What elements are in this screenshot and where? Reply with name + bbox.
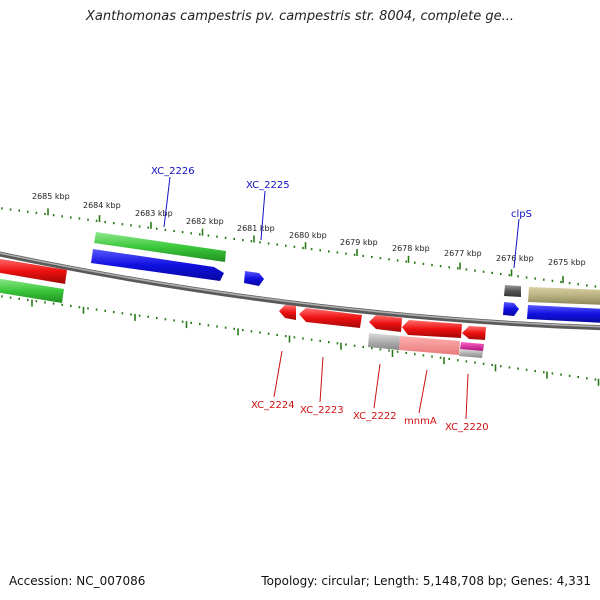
gene-label-xc2220[interactable]: XC_2220	[445, 422, 489, 433]
reverse-gene-left[interactable]	[0, 278, 64, 303]
gene-label-xc2226[interactable]: XC_2226	[151, 166, 195, 177]
outer-scale-ring	[1, 207, 597, 288]
gene-label-xc2225[interactable]: XC_2225	[246, 180, 290, 191]
leader-xc2225	[260, 190, 266, 241]
reverse-cds-mnma[interactable]	[402, 320, 462, 338]
genome-summary-text: Topology: circular; Length: 5,148,708 bp…	[261, 574, 591, 588]
forward-gene-xc2226[interactable]	[94, 232, 226, 262]
forward-gene-clps[interactable]	[504, 285, 521, 297]
scale-label: 2683 kbp	[135, 209, 173, 218]
reverse-cds-xc2222[interactable]	[369, 315, 402, 332]
leader-xc2223	[319, 356, 324, 403]
map-title: Xanthomonas campestris pv. campestris st…	[86, 9, 514, 24]
reverse-cds-left[interactable]	[0, 258, 67, 284]
gene-label-xc2222[interactable]: XC_2222	[353, 411, 397, 422]
reverse-cds-xc2220[interactable]	[462, 326, 486, 340]
scale-label: 2682 kbp	[186, 217, 224, 226]
reverse-gene-mnma-tail[interactable]	[459, 349, 483, 358]
reverse-cds-xc2223[interactable]	[299, 308, 362, 328]
scale-label: 2679 kbp	[340, 238, 378, 247]
inner-scale-ring	[1, 295, 600, 386]
leader-xc2224	[273, 350, 283, 398]
forward-cds-xc2226[interactable]	[91, 249, 224, 281]
scale-label: 2677 kbp	[444, 249, 482, 258]
backbone-arc	[0, 251, 600, 331]
gene-label-clps[interactable]: clpS	[511, 209, 532, 220]
gene-label-mnma[interactable]: mnmA	[404, 416, 437, 427]
gene-label-xc2223[interactable]: XC_2223	[300, 405, 344, 416]
gene-label-xc2224[interactable]: XC_2224	[251, 400, 295, 411]
scale-label: 2680 kbp	[289, 231, 327, 240]
reverse-gene-xc2220[interactable]	[460, 342, 484, 351]
forward-cds-clps[interactable]	[503, 302, 519, 316]
leader-xc2220	[465, 373, 469, 420]
leader-xc2226	[163, 176, 171, 228]
scale-label: 2681 kbp	[237, 224, 275, 233]
forward-gene-olive[interactable]	[528, 287, 600, 305]
scale-label: 2684 kbp	[83, 201, 121, 210]
scale-label: 2678 kbp	[392, 244, 430, 253]
leader-clps	[513, 218, 520, 269]
reverse-cds-xc2224[interactable]	[279, 305, 296, 320]
scale-label: 2675 kbp	[548, 258, 586, 267]
forward-cds-right[interactable]	[527, 305, 600, 323]
scale-label: 2685 kbp	[32, 192, 70, 201]
reverse-gene-xc2222[interactable]	[368, 333, 400, 350]
forward-cds-xc2225[interactable]	[244, 271, 264, 286]
leader-mnma	[418, 369, 428, 414]
reverse-gene-mnma[interactable]	[399, 336, 460, 355]
accession-text: Accession: NC_007086	[9, 574, 146, 588]
leader-xc2222	[373, 363, 381, 409]
